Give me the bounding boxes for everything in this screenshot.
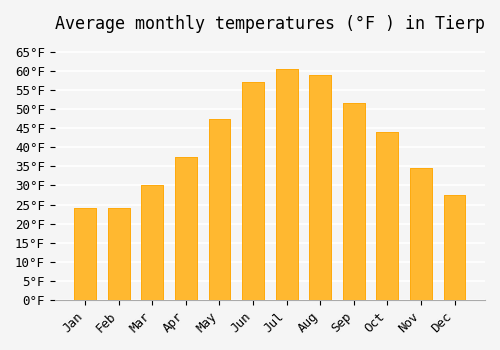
Bar bbox=[444, 195, 466, 300]
Bar bbox=[276, 69, 297, 300]
Bar bbox=[242, 82, 264, 300]
Bar bbox=[276, 69, 297, 300]
Bar bbox=[142, 186, 164, 300]
Bar bbox=[410, 168, 432, 300]
Bar bbox=[74, 208, 96, 300]
Bar bbox=[444, 195, 466, 300]
Bar bbox=[410, 168, 432, 300]
Title: Average monthly temperatures (°F ) in Tierp: Average monthly temperatures (°F ) in Ti… bbox=[55, 15, 485, 33]
Bar bbox=[310, 75, 331, 300]
Bar bbox=[376, 132, 398, 300]
Bar bbox=[108, 208, 130, 300]
Bar bbox=[208, 119, 231, 300]
Bar bbox=[376, 132, 398, 300]
Bar bbox=[108, 208, 130, 300]
Bar bbox=[242, 82, 264, 300]
Bar bbox=[208, 119, 231, 300]
Bar bbox=[175, 157, 197, 300]
Bar bbox=[343, 103, 364, 300]
Bar bbox=[343, 103, 364, 300]
Bar bbox=[175, 157, 197, 300]
Bar bbox=[310, 75, 331, 300]
Bar bbox=[142, 186, 164, 300]
Bar bbox=[74, 208, 96, 300]
